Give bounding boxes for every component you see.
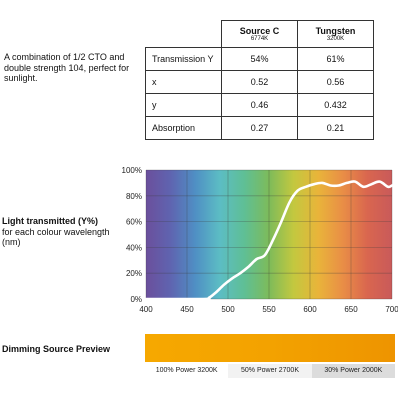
table-cell: 0.27 bbox=[221, 116, 298, 140]
y-tick-label: 100% bbox=[122, 166, 142, 175]
x-tick-label: 500 bbox=[221, 305, 235, 314]
table-cell: 54% bbox=[221, 47, 298, 71]
table-row: x 0.52 0.56 bbox=[145, 70, 374, 94]
table-cell: 0.52 bbox=[221, 70, 298, 94]
filter-description: A combination of 1/2 CTO and double stre… bbox=[4, 52, 130, 83]
row-label: y bbox=[145, 93, 222, 117]
header-blank bbox=[146, 21, 222, 48]
x-axis: 400 450 500 550 600 650 700 bbox=[139, 305, 398, 314]
preview-labels: 100% Power 3200K 50% Power 2700K 30% Pow… bbox=[145, 364, 395, 378]
y-tick-label: 60% bbox=[126, 218, 142, 227]
y-tick-label: 40% bbox=[126, 243, 142, 252]
table-cell: 0.432 bbox=[297, 93, 374, 117]
x-tick-label: 550 bbox=[262, 305, 276, 314]
table-row: Absorption 0.27 0.21 bbox=[145, 116, 374, 140]
table-row: Transmission Y 54% 61% bbox=[145, 47, 374, 71]
preview-label-50: 50% Power 2700K bbox=[228, 364, 312, 378]
x-tick-label: 650 bbox=[344, 305, 358, 314]
row-label: Transmission Y bbox=[145, 47, 222, 71]
table-row: y 0.46 0.432 bbox=[145, 93, 374, 117]
preview-label-100: 100% Power 3200K bbox=[145, 364, 229, 378]
column-header: Source C 6774K bbox=[221, 20, 298, 48]
column-name: Tungsten bbox=[315, 25, 356, 36]
spectrum-background bbox=[146, 170, 392, 299]
chart-caption-subtitle: for each colour wavelength (nm) bbox=[2, 226, 110, 248]
colour-data-table: Source C 6774K Tungsten 3200K Transmissi… bbox=[145, 20, 374, 140]
preview-title: Dimming Source Preview bbox=[2, 344, 111, 354]
preview-label-30: 30% Power 2000K bbox=[311, 364, 395, 378]
column-header: Tungsten 3200K bbox=[297, 20, 374, 48]
column-subtitle: 3200K bbox=[326, 35, 345, 42]
y-tick-label: 80% bbox=[126, 192, 142, 201]
transmission-chart: 0% 20% 40% 60% 80% 100% 400 450 500 550 600 650 700 bbox=[122, 166, 398, 314]
table-cell: 0.56 bbox=[297, 70, 374, 94]
x-tick-label: 600 bbox=[303, 305, 317, 314]
preview-colour-strip bbox=[145, 334, 395, 362]
table-cell: 0.21 bbox=[297, 116, 374, 140]
y-axis: 0% 20% 40% 60% 80% 100% bbox=[122, 166, 142, 304]
y-tick-label: 0% bbox=[130, 295, 142, 304]
chart-caption: Light transmitted (Y%) for each colour w… bbox=[2, 216, 112, 248]
row-label: x bbox=[145, 70, 222, 94]
transmission-curve bbox=[144, 180, 394, 301]
table-cell: 61% bbox=[297, 47, 374, 71]
chart-caption-title: Light transmitted (Y%) bbox=[2, 216, 98, 226]
x-tick-label: 450 bbox=[180, 305, 194, 314]
row-label: Absorption bbox=[145, 116, 222, 140]
column-subtitle: 6774K bbox=[250, 35, 269, 42]
y-tick-label: 20% bbox=[126, 269, 142, 278]
table-header-row: Source C 6774K Tungsten 3200K bbox=[146, 20, 374, 48]
x-tick-label: 700 bbox=[385, 305, 398, 314]
table-cell: 0.46 bbox=[221, 93, 298, 117]
column-name: Source C bbox=[239, 25, 280, 36]
x-tick-label: 400 bbox=[139, 305, 153, 314]
